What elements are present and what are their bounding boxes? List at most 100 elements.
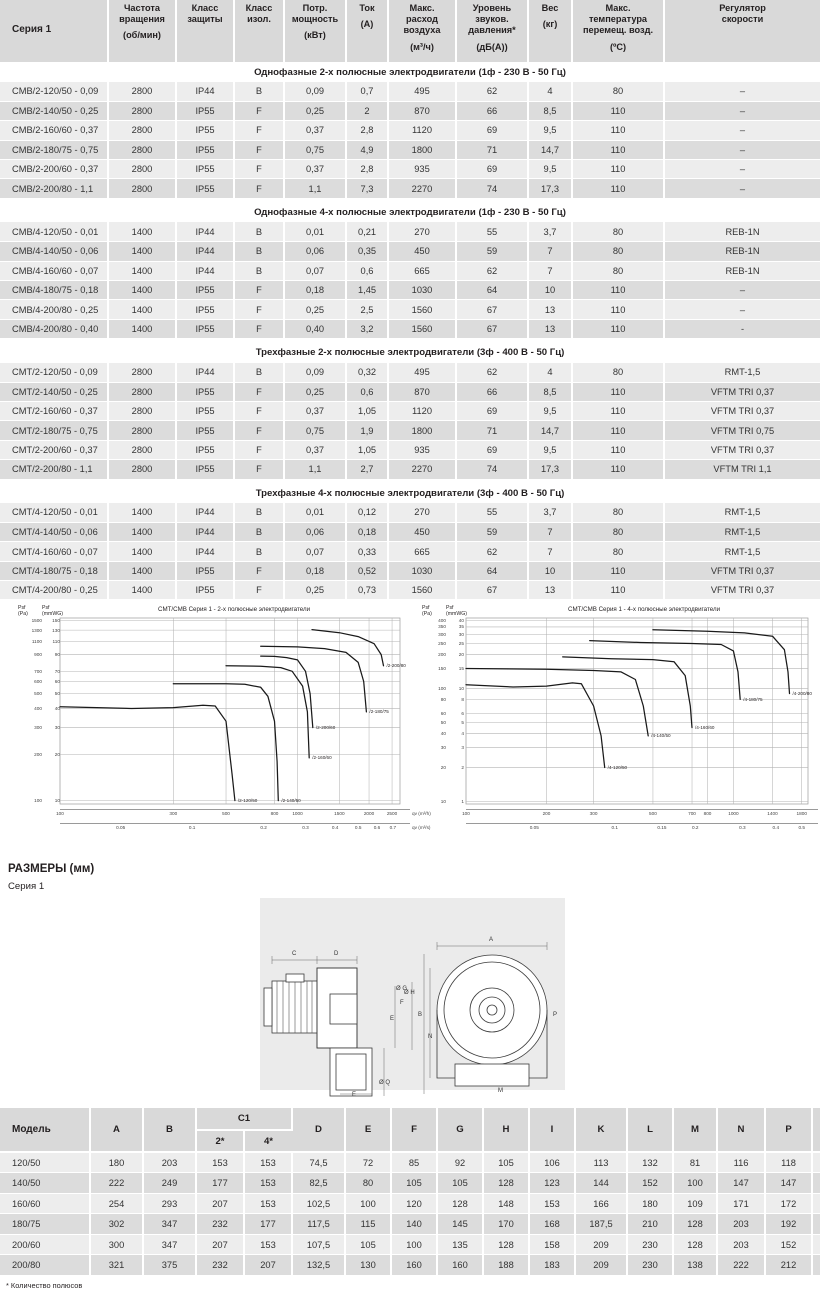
dim-cell: 74,5 bbox=[292, 1152, 347, 1174]
x-tick-m3h: 100 bbox=[56, 811, 64, 817]
dim-model-cell: 200/60 bbox=[0, 1234, 91, 1256]
y-tick-pa: 400 bbox=[438, 617, 446, 623]
spec-cell: 1400 bbox=[108, 280, 177, 301]
svg-text:P: P bbox=[553, 1012, 557, 1018]
dim-header-F: F bbox=[391, 1108, 439, 1154]
model-cell: CMB/4-200/80 - 0,25 bbox=[0, 299, 109, 320]
x-tick-m3s: 0.6 bbox=[373, 825, 381, 831]
dim-cell: 107,5 bbox=[292, 1234, 347, 1256]
spec-cell: 2,8 bbox=[346, 159, 389, 180]
spec-cell: – bbox=[664, 82, 820, 102]
y-tick-mmwg: 3 bbox=[461, 745, 464, 751]
dim-header-c1-4pole: 4* bbox=[244, 1130, 293, 1154]
spec-cell: IP55 bbox=[176, 561, 235, 582]
dim-cell: 160 bbox=[391, 1254, 439, 1276]
x-axis-rule-1 bbox=[60, 823, 410, 825]
model-cell: CMT/2-120/50 - 0,09 bbox=[0, 362, 109, 383]
svg-text:B: B bbox=[418, 1012, 422, 1018]
y-tick-mmwg: 10 bbox=[54, 798, 60, 804]
curve-label: /2-180/75 bbox=[369, 709, 389, 715]
dim-cell: 130 bbox=[345, 1254, 393, 1276]
spec-col-header-7: Уровень звуков. давления* (дБ(А)) bbox=[456, 0, 529, 62]
curve--2-160-60 bbox=[225, 665, 310, 760]
svg-text:E: E bbox=[390, 1016, 394, 1022]
x-tick-m3h: 2500 bbox=[386, 811, 398, 817]
spec-cell: 7,3 bbox=[346, 178, 389, 199]
spec-col-header-0: Серия 1 bbox=[0, 0, 109, 62]
dim-cell: 9 bbox=[812, 1254, 820, 1276]
spec-cell: 2800 bbox=[108, 362, 177, 383]
dim-cell: 147 bbox=[717, 1172, 767, 1194]
curve--4-160-60 bbox=[562, 656, 693, 729]
spec-cell: 450 bbox=[388, 241, 457, 262]
y-tick-mmwg: 50 bbox=[54, 691, 60, 697]
x-axis-rule-0 bbox=[466, 809, 818, 811]
svg-text:Ø Q: Ø Q bbox=[379, 1080, 390, 1086]
dim-cell: 232 bbox=[196, 1254, 245, 1276]
y-tick-mmwg: 40 bbox=[458, 617, 464, 623]
spec-cell: IP55 bbox=[176, 178, 235, 199]
dim-cell: 207 bbox=[244, 1254, 294, 1276]
dim-cell: 85 bbox=[391, 1152, 439, 1174]
x-tick-m3h: 500 bbox=[649, 811, 657, 817]
spec-cell: IP55 bbox=[176, 401, 235, 422]
curve-label: /4-200/80 bbox=[792, 691, 812, 697]
spec-cell: 4 bbox=[528, 362, 573, 383]
table-row: CMT/4-140/50 - 0,06 1400 IP44 B 0,06 0,18 450 5… bbox=[0, 522, 820, 543]
model-cell: CMB/2-180/75 - 0,75 bbox=[0, 140, 109, 161]
spec-cell: 2800 bbox=[108, 382, 177, 402]
spec-cell: IP55 bbox=[176, 382, 235, 402]
spec-cell: F bbox=[234, 159, 285, 180]
spec-cell: IP44 bbox=[176, 261, 235, 282]
chart-2-pole: 1500 150 1300 130 1100 110 900 90 700 70 600 60 500 5… bbox=[8, 604, 431, 849]
y-axis-label-mmwg: Psf (mmWG) bbox=[42, 605, 64, 618]
x-tick-m3h: 1500 bbox=[334, 811, 345, 817]
spec-cell: 110 bbox=[572, 319, 665, 340]
svg-text:A: A bbox=[489, 937, 493, 943]
dim-header-D: D bbox=[292, 1108, 347, 1154]
spec-section-title: Трехфазные 2-х полюсные электродвигатели… bbox=[0, 342, 820, 363]
dimensions-body: 120/50 180 203 153 153 74,5 72 85 92 105 106 113 132… bbox=[0, 1152, 820, 1276]
spec-cell: 1400 bbox=[108, 222, 177, 243]
dimensions-heading-block: РАЗМЕРЫ (мм) Серия 1 bbox=[0, 863, 820, 892]
spec-cell: VFTM TRI 0,37 bbox=[664, 561, 820, 582]
spacer-cell bbox=[0, 479, 820, 484]
y-tick-mmwg: 110 bbox=[52, 638, 60, 644]
svg-text:E: E bbox=[352, 1092, 356, 1098]
spec-cell: RMT-1,5 bbox=[664, 362, 820, 383]
dim-cell: 148 bbox=[483, 1193, 531, 1215]
x-tick-m3s: 0.5 bbox=[798, 825, 805, 831]
technical-drawing: C D A B N E F E Ø Q Ø G Ø H P M bbox=[263, 937, 557, 1098]
y-tick-pa: 20 bbox=[440, 764, 446, 770]
table-row: CMB/4-180/75 - 0,18 1400 IP55 F 0,18 1,45 1030… bbox=[0, 280, 820, 301]
spec-cell: 1400 bbox=[108, 299, 177, 320]
dim-cell: 170 bbox=[483, 1213, 531, 1235]
x-tick-m3s: 0.2 bbox=[692, 825, 699, 831]
spec-cell: 69 bbox=[456, 401, 529, 422]
y-tick-mmwg: 8 bbox=[461, 696, 464, 702]
dim-cell: 212 bbox=[765, 1254, 814, 1276]
spec-cell: 1030 bbox=[388, 561, 457, 582]
table-row: CMB/4-120/50 - 0,01 1400 IP44 B 0,01 0,21 270 5… bbox=[0, 222, 820, 243]
spec-cell: 1120 bbox=[388, 401, 457, 422]
spec-col-header-6: Макс. расход воздуха (м³/ч) bbox=[388, 0, 457, 62]
dim-cell: 210 bbox=[627, 1213, 675, 1235]
spec-cell: B bbox=[234, 541, 285, 562]
spec-cell: 8,5 bbox=[528, 382, 573, 402]
y-tick-pa: 300 bbox=[34, 725, 42, 731]
dim-header-N: N bbox=[717, 1108, 767, 1154]
spec-cell: 1560 bbox=[388, 319, 457, 340]
spec-cell: 110 bbox=[572, 420, 665, 441]
spec-cell: 2 bbox=[346, 101, 389, 122]
spacer-cell bbox=[0, 338, 820, 343]
dim-header-I: I bbox=[529, 1108, 577, 1154]
spec-cell: 0,07 bbox=[284, 261, 347, 282]
y-tick-mmwg: 130 bbox=[52, 627, 60, 633]
spec-cell: 270 bbox=[388, 222, 457, 243]
spec-section-title: Однофазные 4-х полюсные электродвигатели… bbox=[0, 202, 820, 223]
model-cell: CMB/4-140/50 - 0,06 bbox=[0, 241, 109, 262]
table-row: 180/75 302 347 232 177 117,5 115 140 145 170 168 18… bbox=[0, 1213, 820, 1235]
dim-cell: 7 bbox=[812, 1172, 820, 1194]
spec-cell: 2800 bbox=[108, 178, 177, 199]
spec-cell: 9,5 bbox=[528, 159, 573, 180]
